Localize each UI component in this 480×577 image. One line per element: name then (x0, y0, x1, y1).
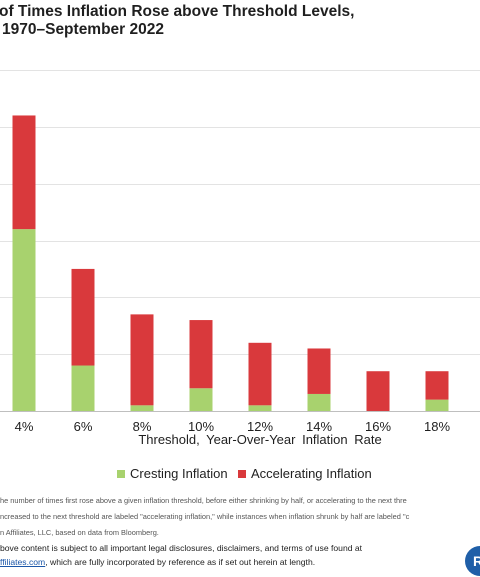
bar-accelerating-14pct (307, 348, 331, 394)
legend-swatch-accelerating (238, 469, 246, 478)
legend-label-accelerating: Accelerating Inflation (251, 466, 372, 481)
disclaimer: bove content is subject to all important… (0, 541, 470, 569)
bar-cresting-8pct (130, 405, 154, 411)
note-line-2: ncreased to the next threshold are label… (0, 512, 410, 521)
chart-subtitle: 1970–September 2022 (2, 21, 165, 38)
bar-cresting-14pct (307, 393, 331, 411)
bar-accelerating-4pct (12, 115, 36, 230)
x-tick-label: 14% (306, 419, 332, 434)
x-axis-label: Threshold, Year-Over-Year Inflation Rate (138, 432, 382, 447)
source-line: n Affiliates, LLC, based on data from Bl… (0, 528, 159, 537)
disclaimer-line-1: bove content is subject to all important… (0, 543, 363, 553)
x-tick-label: 4% (15, 419, 34, 434)
bar-cresting-12pct (248, 405, 272, 411)
legend-item-cresting: Cresting Inflation (117, 466, 228, 481)
legend: Cresting Inflation Accelerating Inflatio… (0, 466, 480, 482)
brand-logo: R (465, 546, 480, 576)
bars (12, 115, 449, 411)
x-tick-label: 16% (365, 419, 391, 434)
brand-logo-text: R (473, 553, 480, 569)
bar-cresting-6pct (71, 365, 95, 411)
bar-accelerating-16pct (366, 371, 390, 411)
x-tick-label: 6% (74, 419, 93, 434)
bar-cresting-10pct (189, 388, 213, 411)
bar-accelerating-6pct (71, 268, 95, 366)
legend-item-accelerating: Accelerating Inflation (238, 466, 372, 481)
x-tick-labels: 4% 6% 8% 10% 12% 14% 16% 18% (15, 419, 451, 434)
legend-label-cresting: Cresting Inflation (130, 466, 228, 481)
bar-accelerating-8pct (130, 314, 154, 406)
x-tick-label: 18% (424, 419, 450, 434)
bar-accelerating-18pct (425, 371, 449, 400)
note-line-1: he number of times first rose above a gi… (0, 496, 407, 505)
bar-cresting-4pct (12, 229, 36, 411)
bar-accelerating-12pct (248, 342, 272, 406)
bar-accelerating-10pct (189, 320, 213, 389)
bar-cresting-18pct (425, 399, 449, 411)
legend-swatch-cresting (117, 469, 125, 478)
disclaimer-line-2: ffiliates.com, which are fully incorpora… (0, 555, 470, 569)
chart-title: of Times Inflation Rose above Threshold … (0, 3, 355, 20)
x-tick-label: 8% (133, 419, 152, 434)
bar-chart: 4% 6% 8% 10% 12% 14% 16% 18% (0, 70, 480, 434)
x-tick-label: 12% (247, 419, 273, 434)
chart-notes: he number of times first rose above a gi… (0, 493, 480, 541)
disclaimer-line-2-text: , which are fully incorporated by refere… (45, 557, 316, 567)
disclaimer-link[interactable]: ffiliates.com (0, 557, 46, 567)
x-tick-label: 10% (188, 419, 214, 434)
